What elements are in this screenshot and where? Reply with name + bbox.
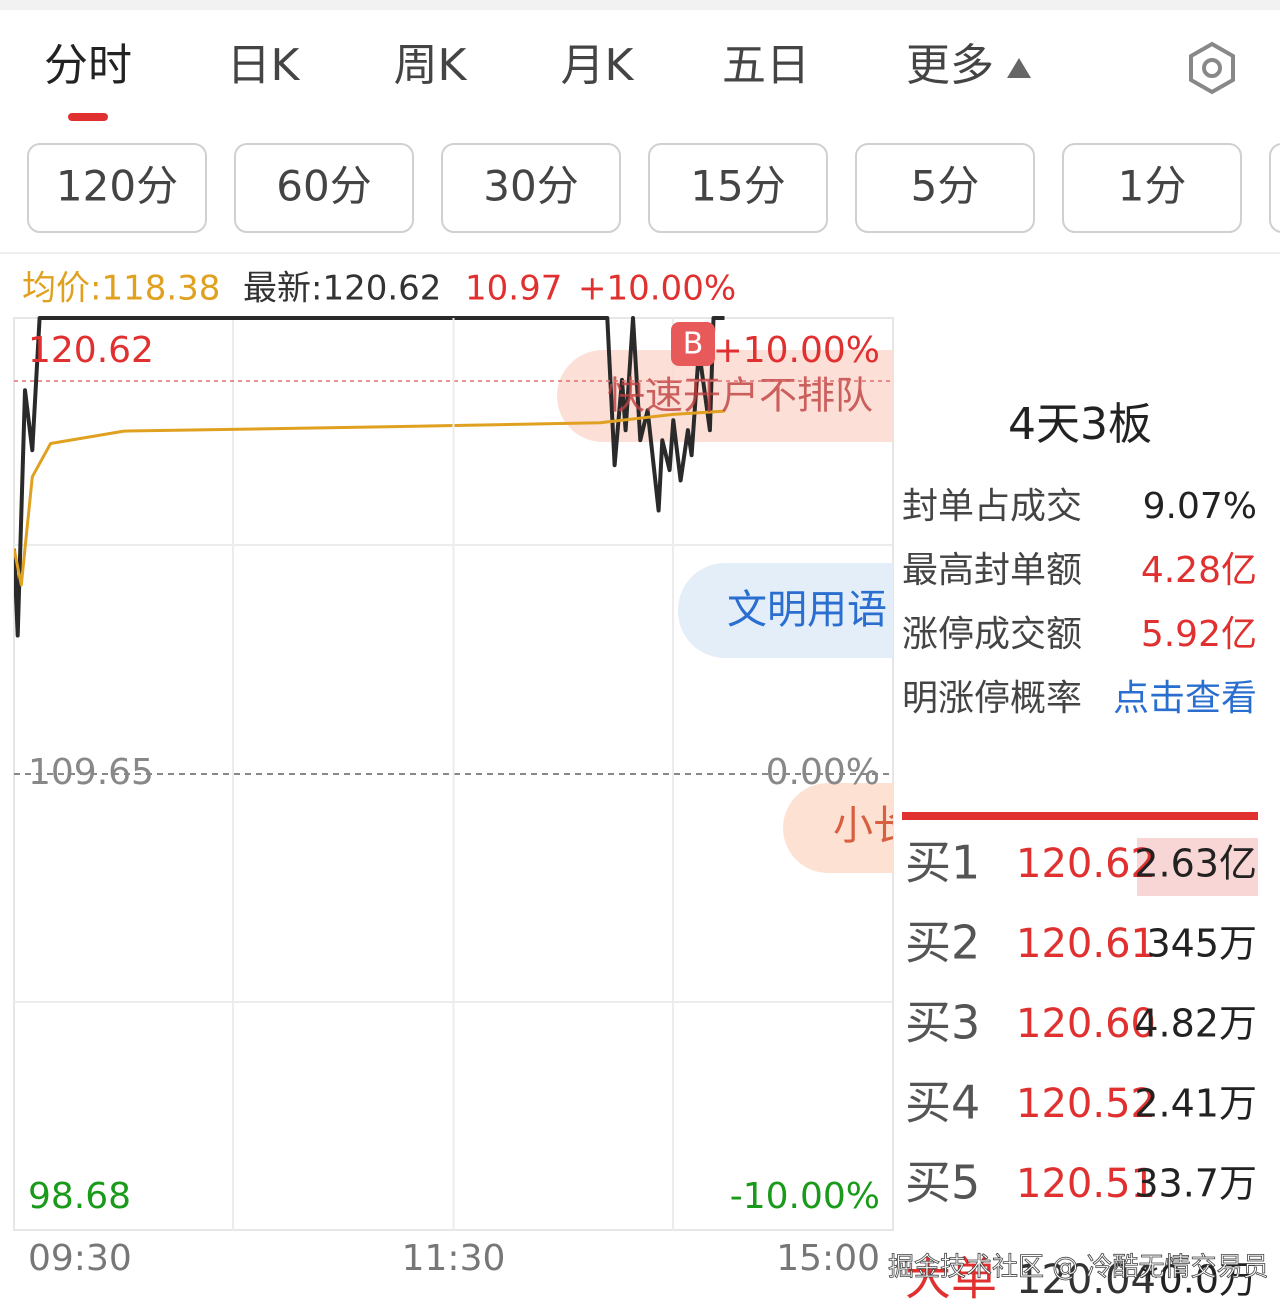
tag-text[interactable]: 小长	[833, 803, 913, 849]
book-price: 120.51	[1016, 1161, 1156, 1207]
stat-label: 最高封单额	[902, 550, 1082, 591]
period-label[interactable]: 30分	[483, 162, 578, 211]
chat-pill[interactable]	[678, 563, 938, 658]
marker-box[interactable]	[671, 322, 715, 366]
x-tick-label: 09:30	[28, 1238, 132, 1279]
book-level: 买4	[905, 1076, 980, 1130]
book-volume: 4.82万	[1134, 1002, 1257, 1046]
period-button[interactable]	[1269, 143, 1280, 233]
tab[interactable]: 五日	[722, 40, 810, 91]
x-tick-label: 11:30	[402, 1238, 506, 1279]
latest-price: 最新:120.62	[243, 269, 441, 309]
chat-text[interactable]: 文明用语	[727, 587, 887, 633]
period-button[interactable]	[648, 143, 828, 233]
y2-tick-label: +10.00%	[713, 330, 880, 371]
period-button[interactable]	[1062, 143, 1242, 233]
period-label[interactable]: 120分	[56, 162, 178, 211]
stat-value: 9.07%	[1143, 486, 1257, 527]
period-button[interactable]	[855, 143, 1035, 233]
last-label: 大单	[905, 1252, 997, 1306]
tab-indicator	[68, 113, 108, 121]
avg-line	[14, 409, 725, 587]
period-button[interactable]	[441, 143, 621, 233]
period-label[interactable]: 5分	[911, 162, 980, 211]
y-tick-label: 120.62	[28, 330, 154, 371]
period-button[interactable]	[27, 143, 207, 233]
marker-text[interactable]: B	[683, 327, 704, 362]
stat-value[interactable]: 点击查看	[1113, 678, 1257, 719]
book-volume: 345万	[1146, 922, 1257, 966]
tab[interactable]: 月K	[561, 40, 635, 91]
book-volume: 2.41万	[1134, 1082, 1257, 1126]
y2-tick-label: -10.00%	[730, 1176, 880, 1217]
book-volume: 2.63亿	[1134, 842, 1257, 886]
change: 10.97	[465, 269, 562, 309]
x-tick-label: 15:00	[776, 1238, 880, 1279]
stat-label: 涨停成交额	[902, 614, 1082, 655]
book-bar	[902, 812, 1258, 820]
book-level: 买1	[905, 836, 980, 890]
tab[interactable]: 周K	[394, 40, 468, 91]
period-button[interactable]	[234, 143, 414, 233]
book-level: 买3	[905, 996, 980, 1050]
stat-label: 封单占成交	[902, 486, 1082, 527]
book-level: 买2	[905, 916, 980, 970]
ad-text[interactable]: 快速开户不排队	[607, 374, 873, 418]
watermark: 掘金技术社区 @ 冷酷无情交易员	[888, 1253, 1269, 1283]
book-price: 120.62	[1016, 841, 1156, 887]
price-line	[14, 316, 725, 638]
settings-icon[interactable]	[1189, 41, 1235, 95]
tag-pill[interactable]	[783, 783, 943, 873]
more-arrow	[1007, 58, 1031, 78]
y2-tick-label: 0.00%	[766, 752, 880, 793]
avg-price: 均价:118.38	[22, 269, 220, 309]
book-level: 买5	[905, 1156, 980, 1210]
book-volume: 33.7万	[1134, 1162, 1257, 1206]
tab[interactable]: 日K	[227, 40, 301, 91]
highlight	[1137, 838, 1258, 896]
stat-value: 5.92亿	[1141, 614, 1257, 655]
stat-value: 4.28亿	[1141, 550, 1257, 591]
status-strip	[0, 0, 1280, 10]
stat-label: 明涨停概率	[902, 678, 1082, 719]
tab[interactable]: 更多	[906, 40, 994, 91]
last-price: 120.04	[1016, 1257, 1156, 1303]
change-pct: +10.00%	[578, 269, 736, 309]
period-label[interactable]: 60分	[276, 162, 371, 211]
panel-title: 4天3板	[1008, 399, 1152, 450]
book-price: 120.52	[1016, 1081, 1156, 1127]
book-price: 120.60	[1016, 1001, 1156, 1047]
period-label[interactable]: 1分	[1118, 162, 1187, 211]
y-tick-label: 98.68	[28, 1176, 131, 1217]
period-label[interactable]: 15分	[690, 162, 785, 211]
y-tick-label: 109.65	[28, 752, 154, 793]
last-volume: *0.0万	[1140, 1258, 1257, 1302]
book-price: 120.61	[1016, 921, 1156, 967]
tab[interactable]: 分时	[44, 40, 132, 91]
